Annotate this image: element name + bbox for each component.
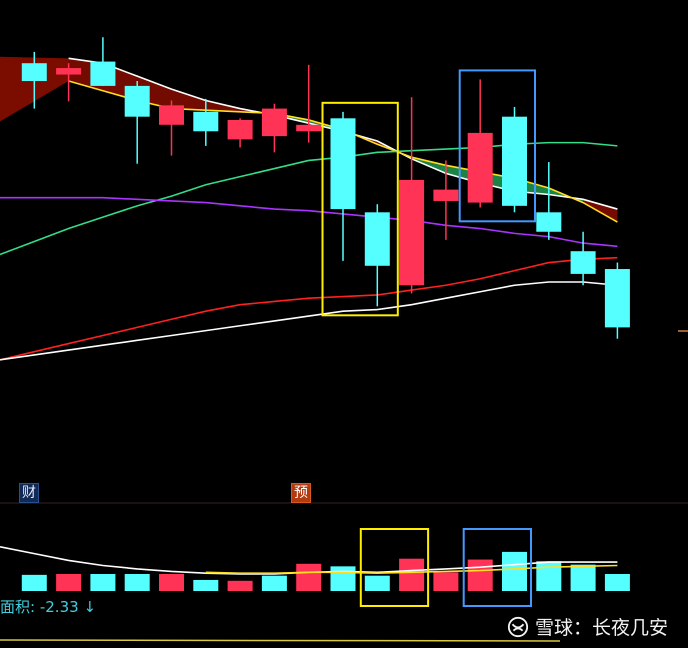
- volume-bar: [502, 551, 527, 591]
- candle-body: [604, 269, 630, 328]
- volume-highlight-box: [462, 528, 533, 607]
- volume-bar: [124, 574, 150, 591]
- candle-body: [261, 108, 287, 137]
- volume-bar: [261, 575, 287, 591]
- candle-body: [433, 189, 459, 201]
- financial-report-marker[interactable]: 财: [19, 483, 39, 503]
- candle-body: [21, 63, 47, 82]
- candle-body: [570, 251, 596, 274]
- area-indicator-arrow: ↓: [83, 598, 97, 616]
- candle-body: [124, 85, 150, 117]
- volume-bar: [56, 574, 82, 591]
- candle-body: [502, 116, 527, 206]
- highlight-box: [321, 101, 399, 317]
- watermark: 雪球：长夜几安: [507, 613, 668, 640]
- highlight-box: [458, 69, 537, 223]
- moving-average-line: [0, 281, 618, 361]
- volume-bar: [21, 574, 47, 591]
- moving-average-line: [0, 256, 618, 361]
- bottom-indicator-line: [0, 639, 561, 642]
- area-indicator-value: -2.33: [39, 598, 79, 616]
- candle-body: [296, 124, 322, 132]
- candle-body: [159, 105, 184, 125]
- ma-ribbon-segment: [171, 89, 206, 111]
- forecast-marker[interactable]: 预: [291, 483, 311, 503]
- volume-bar: [364, 575, 390, 591]
- area-indicator: 面积: -2.33 ↓: [0, 596, 96, 617]
- candle-body: [227, 119, 253, 140]
- candle-body: [330, 118, 356, 210]
- volume-bar: [159, 574, 184, 591]
- volume-bar: [330, 566, 356, 591]
- volume-bar: [399, 558, 425, 591]
- candle-body: [399, 179, 425, 286]
- volume-ma-line: [205, 564, 618, 574]
- volume-bar: [467, 559, 493, 591]
- highlight-boxes: [321, 69, 537, 317]
- candle-body: [364, 212, 390, 266]
- volume-bars: [21, 551, 630, 591]
- candlesticks: [21, 37, 630, 339]
- volume-bar: [193, 579, 219, 591]
- candle-body: [467, 132, 493, 203]
- volume-highlight-boxes: [359, 528, 533, 607]
- moving-average-line: [0, 196, 618, 248]
- volume-bar: [604, 574, 630, 591]
- candle-body: [193, 111, 219, 132]
- area-indicator-label: 面积:: [0, 598, 36, 616]
- volume-lines: [0, 546, 618, 575]
- volume-bar: [433, 572, 459, 591]
- volume-bar: [296, 563, 322, 591]
- watermark-text: 雪球：长夜几安: [534, 617, 668, 639]
- candle-body: [56, 68, 82, 75]
- volume-bar: [227, 580, 253, 591]
- volume-highlight-box: [359, 528, 430, 607]
- candle-body: [90, 61, 116, 86]
- volume-bar: [536, 561, 562, 591]
- volume-bar: [90, 574, 116, 591]
- snowball-logo-icon: [507, 616, 529, 637]
- volume-bar: [570, 564, 596, 591]
- candle-body: [536, 212, 562, 232]
